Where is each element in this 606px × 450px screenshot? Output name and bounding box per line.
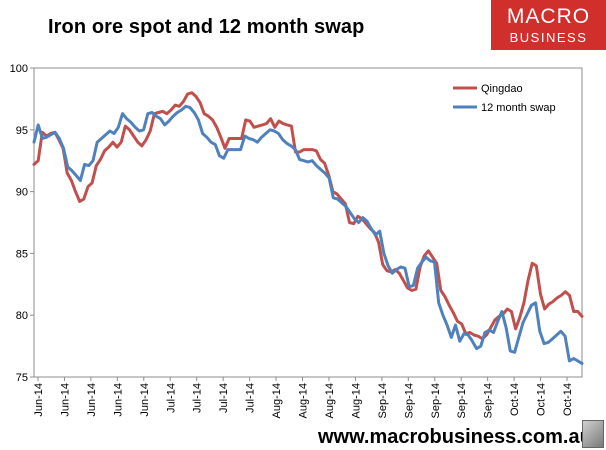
plot-area	[33, 67, 583, 378]
x-tick-label: Aug-14	[324, 383, 336, 418]
x-tick-label: Aug-14	[271, 383, 283, 418]
x-tick-label: Jun-14	[86, 383, 98, 417]
x-tick-label: Sep-14	[377, 383, 389, 418]
legend-label: 12 month swap	[481, 102, 556, 114]
x-tick-label: Jul-14	[245, 383, 257, 413]
y-tick-label: 85	[16, 248, 28, 260]
x-tick-label: Sep-14	[403, 383, 415, 418]
y-tick-label: 75	[16, 372, 28, 384]
macrobusiness-logo: MACRO BUSINESS	[491, 0, 606, 50]
x-tick-label: Jul-14	[192, 383, 204, 413]
x-tick-label: Sep-14	[430, 383, 442, 418]
chart-title: Iron ore spot and 12 month swap	[48, 16, 365, 38]
x-tick-label: Aug-14	[298, 383, 310, 418]
y-tick-label: 80	[16, 310, 28, 322]
x-tick-label: Jul-14	[165, 383, 177, 413]
series-line-12-month-swap	[32, 104, 584, 365]
y-tick-label: 90	[16, 187, 28, 199]
x-tick-label: Jun-14	[59, 383, 71, 417]
x-tick-label: Jun-14	[33, 383, 45, 417]
x-tick-label: Oct-14	[536, 383, 548, 416]
series-line-qingdao	[32, 91, 584, 341]
x-tick-label: Jul-14	[218, 383, 230, 413]
y-tick-label: 100	[10, 63, 28, 75]
x-tick-label: Jun-14	[139, 383, 151, 417]
x-tick-label: Sep-14	[456, 383, 468, 418]
footer-url: www.macrobusiness.com.au	[318, 426, 592, 448]
x-tick-label: Oct-14	[562, 383, 574, 416]
logo-line-2: BUSINESS	[509, 30, 588, 45]
y-tick-label: 95	[16, 125, 28, 137]
x-tick-label: Aug-14	[350, 383, 362, 418]
x-tick-label: Sep-14	[483, 383, 495, 418]
wolf-icon	[582, 420, 604, 448]
x-tick-label: Jun-14	[112, 383, 124, 417]
x-tick-label: Oct-14	[509, 383, 521, 416]
legend-label: Qingdao	[481, 83, 523, 95]
logo-line-1: MACRO	[506, 5, 591, 28]
